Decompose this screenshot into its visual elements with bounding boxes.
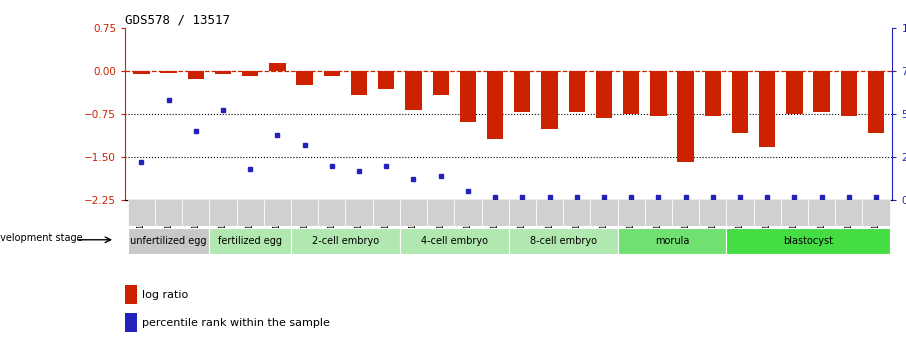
Bar xyxy=(678,71,694,161)
Text: unfertilized egg: unfertilized egg xyxy=(130,236,207,246)
Text: 8-cell embryo: 8-cell embryo xyxy=(530,236,597,246)
Bar xyxy=(454,200,481,226)
Bar xyxy=(515,71,531,112)
Bar xyxy=(814,71,830,112)
Bar xyxy=(596,71,612,118)
Bar xyxy=(160,71,177,73)
Bar xyxy=(841,71,857,116)
Bar xyxy=(291,200,318,226)
Bar xyxy=(481,200,508,226)
Bar xyxy=(618,228,727,254)
Bar xyxy=(400,228,508,254)
Bar xyxy=(155,200,182,226)
Bar xyxy=(133,71,149,74)
Bar xyxy=(405,71,421,110)
Bar xyxy=(705,71,721,116)
Bar xyxy=(242,71,258,77)
Bar xyxy=(781,200,808,226)
Bar xyxy=(432,71,448,95)
Bar xyxy=(378,71,394,89)
Bar xyxy=(351,71,367,95)
Text: log ratio: log ratio xyxy=(142,290,188,299)
Bar xyxy=(732,71,748,133)
Bar xyxy=(182,200,209,226)
Bar xyxy=(188,71,204,79)
Text: percentile rank within the sample: percentile rank within the sample xyxy=(142,318,331,327)
Bar xyxy=(727,200,754,226)
Bar xyxy=(125,285,138,304)
Bar xyxy=(236,200,264,226)
Bar xyxy=(209,228,291,254)
Bar xyxy=(699,200,727,226)
Bar xyxy=(508,228,618,254)
Bar xyxy=(835,200,863,226)
Bar xyxy=(125,313,138,332)
Text: fertilized egg: fertilized egg xyxy=(218,236,282,246)
Bar xyxy=(264,200,291,226)
Bar xyxy=(427,200,454,226)
Bar xyxy=(536,200,564,226)
Bar xyxy=(569,71,585,112)
Bar xyxy=(318,200,345,226)
Bar xyxy=(786,71,803,115)
Bar xyxy=(459,71,476,122)
Bar xyxy=(400,200,427,226)
Bar xyxy=(372,200,400,226)
Bar xyxy=(269,63,285,71)
Text: morula: morula xyxy=(655,236,689,246)
Text: 4-cell embryo: 4-cell embryo xyxy=(420,236,487,246)
Text: GDS578 / 13517: GDS578 / 13517 xyxy=(125,13,230,27)
Bar xyxy=(591,200,618,226)
Bar xyxy=(868,71,884,133)
Bar xyxy=(759,71,776,147)
Bar xyxy=(508,200,536,226)
Bar xyxy=(487,71,503,139)
Text: development stage: development stage xyxy=(0,233,82,243)
Bar xyxy=(623,71,640,115)
Bar xyxy=(291,228,400,254)
Bar xyxy=(651,71,667,116)
Bar xyxy=(215,71,231,74)
Bar xyxy=(542,71,558,129)
Bar xyxy=(754,200,781,226)
Bar xyxy=(128,200,155,226)
Bar xyxy=(808,200,835,226)
Bar xyxy=(564,200,591,226)
Text: blastocyst: blastocyst xyxy=(783,236,833,246)
Bar xyxy=(672,200,699,226)
Bar xyxy=(345,200,372,226)
Text: 2-cell embryo: 2-cell embryo xyxy=(312,236,379,246)
Bar xyxy=(296,71,313,85)
Bar xyxy=(645,200,672,226)
Bar xyxy=(727,228,890,254)
Bar xyxy=(128,228,209,254)
Bar xyxy=(323,71,340,77)
Bar xyxy=(863,200,890,226)
Bar xyxy=(209,200,236,226)
Bar xyxy=(618,200,645,226)
